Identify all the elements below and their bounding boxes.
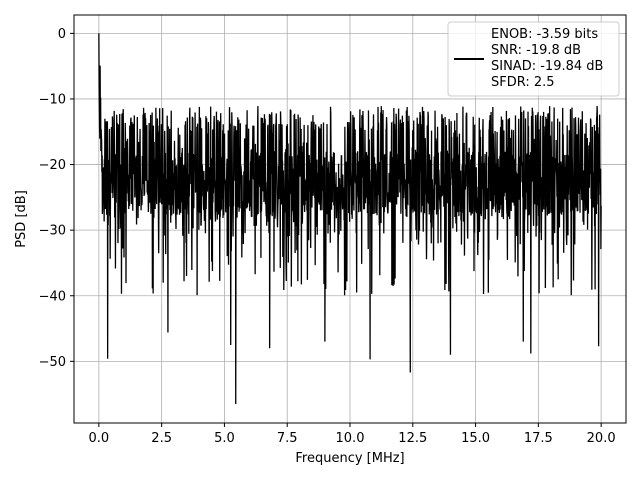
x-tick-label: 10.0 bbox=[336, 431, 365, 446]
x-tick-label: 17.5 bbox=[524, 431, 553, 446]
legend-entry-snr: SNR: -19.8 dB bbox=[491, 43, 581, 58]
legend-entry-sinad: SINAD: -19.84 dB bbox=[491, 59, 603, 74]
x-tick-label: 5.0 bbox=[214, 431, 235, 446]
y-tick-label: −40 bbox=[39, 289, 66, 304]
legend: ENOB: -3.59 bits SNR: -19.8 dB SINAD: -1… bbox=[447, 21, 620, 97]
y-tick-label: −30 bbox=[39, 224, 66, 239]
y-tick-label: 0 bbox=[58, 27, 66, 42]
x-axis-ticks: 0.0 2.5 5.0 7.5 10.0 12.5 15.0 17.5 20.0 bbox=[89, 423, 616, 446]
x-tick-label: 7.5 bbox=[277, 431, 298, 446]
y-tick-label: −20 bbox=[39, 158, 66, 173]
legend-entry-enob: ENOB: -3.59 bits bbox=[491, 27, 598, 42]
y-axis-label: PSD [dB] bbox=[14, 190, 29, 248]
x-axis-label: Frequency [MHz] bbox=[295, 451, 404, 466]
signal-series bbox=[98, 33, 602, 404]
y-tick-label: −10 bbox=[39, 92, 66, 107]
legend-box bbox=[447, 21, 620, 97]
psd-line bbox=[98, 33, 602, 404]
y-tick-label: −50 bbox=[39, 355, 66, 370]
y-axis-ticks: 0 −10 −20 −30 −40 −50 bbox=[39, 27, 74, 370]
x-tick-label: 0.0 bbox=[89, 431, 110, 446]
legend-entry-sfdr: SFDR: 2.5 bbox=[491, 75, 555, 90]
x-tick-label: 15.0 bbox=[461, 431, 490, 446]
x-tick-label: 12.5 bbox=[398, 431, 427, 446]
x-tick-label: 20.0 bbox=[587, 431, 616, 446]
x-tick-label: 2.5 bbox=[151, 431, 172, 446]
